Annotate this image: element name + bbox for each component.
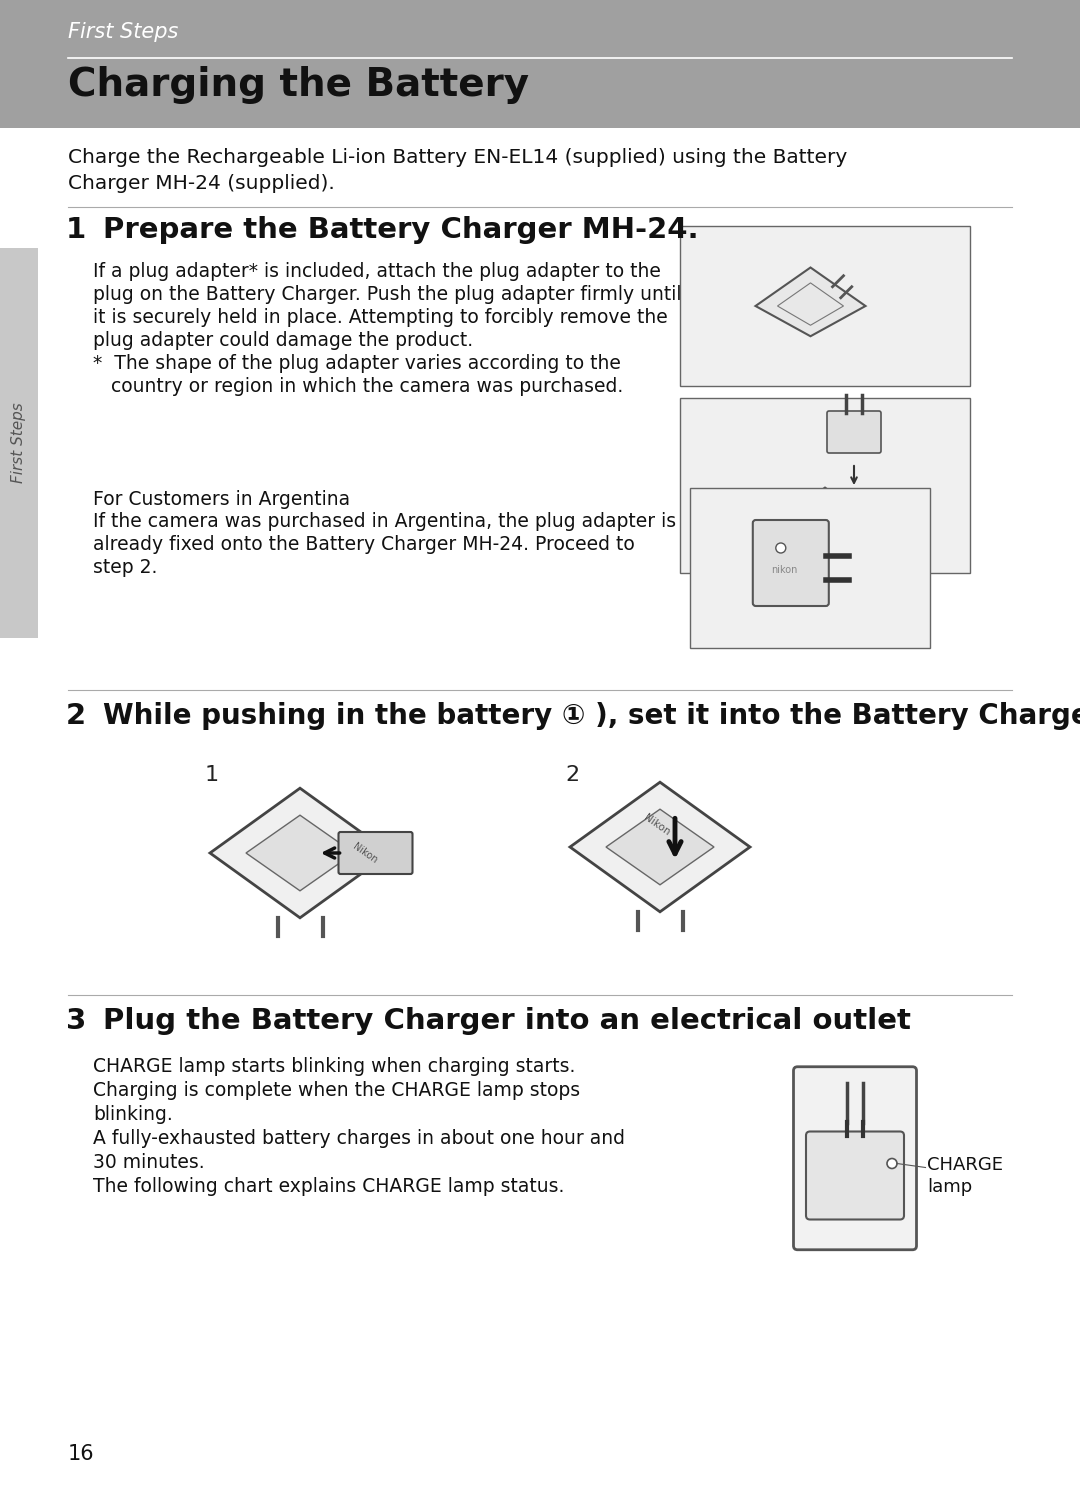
Text: Prepare the Battery Charger MH-24.: Prepare the Battery Charger MH-24. [103, 215, 699, 244]
Text: 16: 16 [68, 1444, 95, 1464]
Text: 1: 1 [205, 765, 219, 785]
Text: 30 minutes.: 30 minutes. [93, 1153, 204, 1172]
FancyBboxPatch shape [827, 412, 881, 453]
Text: already fixed onto the Battery Charger MH-24. Proceed to: already fixed onto the Battery Charger M… [93, 535, 635, 554]
Text: lamp: lamp [928, 1177, 973, 1196]
Text: Charger MH-24 (supplied).: Charger MH-24 (supplied). [68, 174, 335, 193]
Text: step 2.: step 2. [93, 559, 158, 577]
Text: CHARGE: CHARGE [928, 1156, 1003, 1174]
Text: Plug the Battery Charger into an electrical outlet: Plug the Battery Charger into an electri… [103, 1008, 910, 1036]
Text: 2: 2 [565, 765, 579, 785]
Text: Charge the Rechargeable Li-ion Battery EN-EL14 (supplied) using the Battery: Charge the Rechargeable Li-ion Battery E… [68, 149, 847, 166]
FancyBboxPatch shape [794, 1067, 917, 1250]
Text: Nikon: Nikon [642, 813, 672, 838]
Text: nikon: nikon [771, 565, 797, 575]
Bar [680, 398, 970, 574]
Polygon shape [773, 487, 877, 553]
Text: Charging the Battery: Charging the Battery [68, 65, 529, 104]
Text: First Steps: First Steps [68, 22, 178, 42]
Polygon shape [570, 782, 750, 912]
Text: If a plug adapter* is included, attach the plug adapter to the: If a plug adapter* is included, attach t… [93, 262, 661, 281]
Text: The following chart explains CHARGE lamp status.: The following chart explains CHARGE lamp… [93, 1177, 565, 1196]
Text: it is securely held in place. Attempting to forcibly remove the: it is securely held in place. Attempting… [93, 308, 667, 327]
Text: 3: 3 [66, 1008, 86, 1036]
Polygon shape [246, 816, 354, 890]
Polygon shape [606, 810, 714, 884]
Bar [690, 487, 930, 648]
Text: *  The shape of the plug adapter varies according to the: * The shape of the plug adapter varies a… [93, 354, 621, 373]
Text: 2: 2 [66, 701, 86, 730]
Bar [0, 248, 38, 637]
Polygon shape [756, 267, 865, 336]
Text: plug on the Battery Charger. Push the plug adapter firmly until: plug on the Battery Charger. Push the pl… [93, 285, 681, 305]
Text: 1: 1 [66, 215, 86, 244]
Text: blinking.: blinking. [93, 1106, 173, 1123]
Circle shape [775, 542, 786, 553]
Text: While pushing in the battery ① ), set it into the Battery Charger ② ().: While pushing in the battery ① ), set it… [103, 701, 1080, 730]
Polygon shape [210, 788, 390, 918]
Text: First Steps: First Steps [12, 403, 27, 483]
Text: plug adapter could damage the product.: plug adapter could damage the product. [93, 331, 473, 351]
FancyBboxPatch shape [806, 1131, 904, 1220]
Bar [680, 226, 970, 386]
Bar [0, 0, 1080, 128]
FancyBboxPatch shape [338, 832, 413, 874]
Text: For Customers in Argentina: For Customers in Argentina [93, 490, 350, 510]
Text: A fully-exhausted battery charges in about one hour and: A fully-exhausted battery charges in abo… [93, 1129, 625, 1149]
Text: Nikon: Nikon [351, 841, 379, 865]
Text: CHARGE lamp starts blinking when charging starts.: CHARGE lamp starts blinking when chargin… [93, 1057, 576, 1076]
Text: Charging is complete when the CHARGE lamp stops: Charging is complete when the CHARGE lam… [93, 1080, 580, 1100]
Text: If the camera was purchased in Argentina, the plug adapter is: If the camera was purchased in Argentina… [93, 513, 676, 531]
Circle shape [887, 1159, 897, 1168]
Text: country or region in which the camera was purchased.: country or region in which the camera wa… [93, 377, 623, 395]
FancyBboxPatch shape [753, 520, 828, 606]
